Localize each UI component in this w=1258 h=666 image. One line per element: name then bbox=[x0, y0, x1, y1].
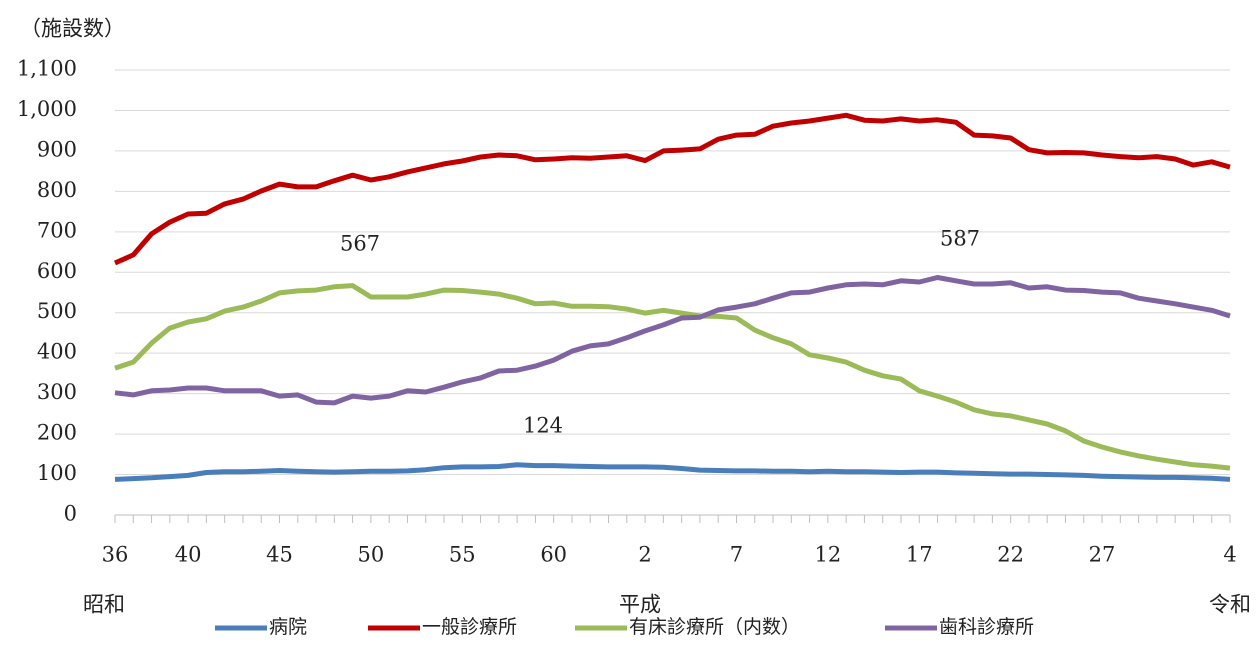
era-label: 昭和 bbox=[83, 593, 125, 617]
x-tick-label: 7 bbox=[730, 543, 743, 567]
era-label: 平成 bbox=[619, 593, 661, 617]
y-tick-label: 1,100 bbox=[17, 57, 77, 81]
x-tick-label: 2 bbox=[638, 543, 651, 567]
annotation: 587 bbox=[940, 227, 980, 251]
x-tick-label: 40 bbox=[175, 543, 202, 567]
x-tick-label: 45 bbox=[266, 543, 293, 567]
y-tick-label: 400 bbox=[37, 340, 77, 364]
y-tick-label: 600 bbox=[37, 259, 77, 283]
y-axis-label: （施設数） bbox=[20, 17, 125, 41]
y-tick-label: 900 bbox=[37, 137, 77, 161]
x-tick-label: 17 bbox=[906, 543, 933, 567]
y-tick-label: 1,000 bbox=[17, 97, 77, 121]
x-tick-label: 36 bbox=[102, 543, 129, 567]
x-tick-label: 50 bbox=[358, 543, 385, 567]
era-label: 令和 bbox=[1209, 593, 1251, 617]
legend-label: 有床診療所（内数） bbox=[629, 616, 800, 638]
x-tick-label: 60 bbox=[540, 543, 567, 567]
legend-label: 歯科診療所 bbox=[939, 616, 1034, 638]
y-tick-label: 100 bbox=[37, 461, 77, 485]
x-tick-label: 22 bbox=[997, 543, 1024, 567]
y-tick-label: 300 bbox=[37, 380, 77, 404]
legend-label: 病院 bbox=[269, 616, 307, 638]
annotation: 124 bbox=[523, 414, 563, 438]
annotation: 567 bbox=[340, 232, 380, 256]
y-tick-label: 700 bbox=[37, 218, 77, 242]
series-line bbox=[114, 462, 1231, 482]
x-tick-label: 27 bbox=[1089, 543, 1116, 567]
x-tick-label: 55 bbox=[449, 543, 476, 567]
y-tick-label: 500 bbox=[37, 299, 77, 323]
y-tick-label: 800 bbox=[37, 178, 77, 202]
x-tick-label: 4 bbox=[1223, 543, 1236, 567]
series-line bbox=[113, 112, 1231, 266]
x-tick-label: 12 bbox=[815, 543, 842, 567]
legend-label: 一般診療所 bbox=[422, 616, 517, 638]
y-tick-label: 200 bbox=[37, 421, 77, 445]
y-tick-label: 0 bbox=[64, 502, 77, 526]
series-line bbox=[114, 283, 1231, 471]
series-line bbox=[114, 275, 1231, 406]
